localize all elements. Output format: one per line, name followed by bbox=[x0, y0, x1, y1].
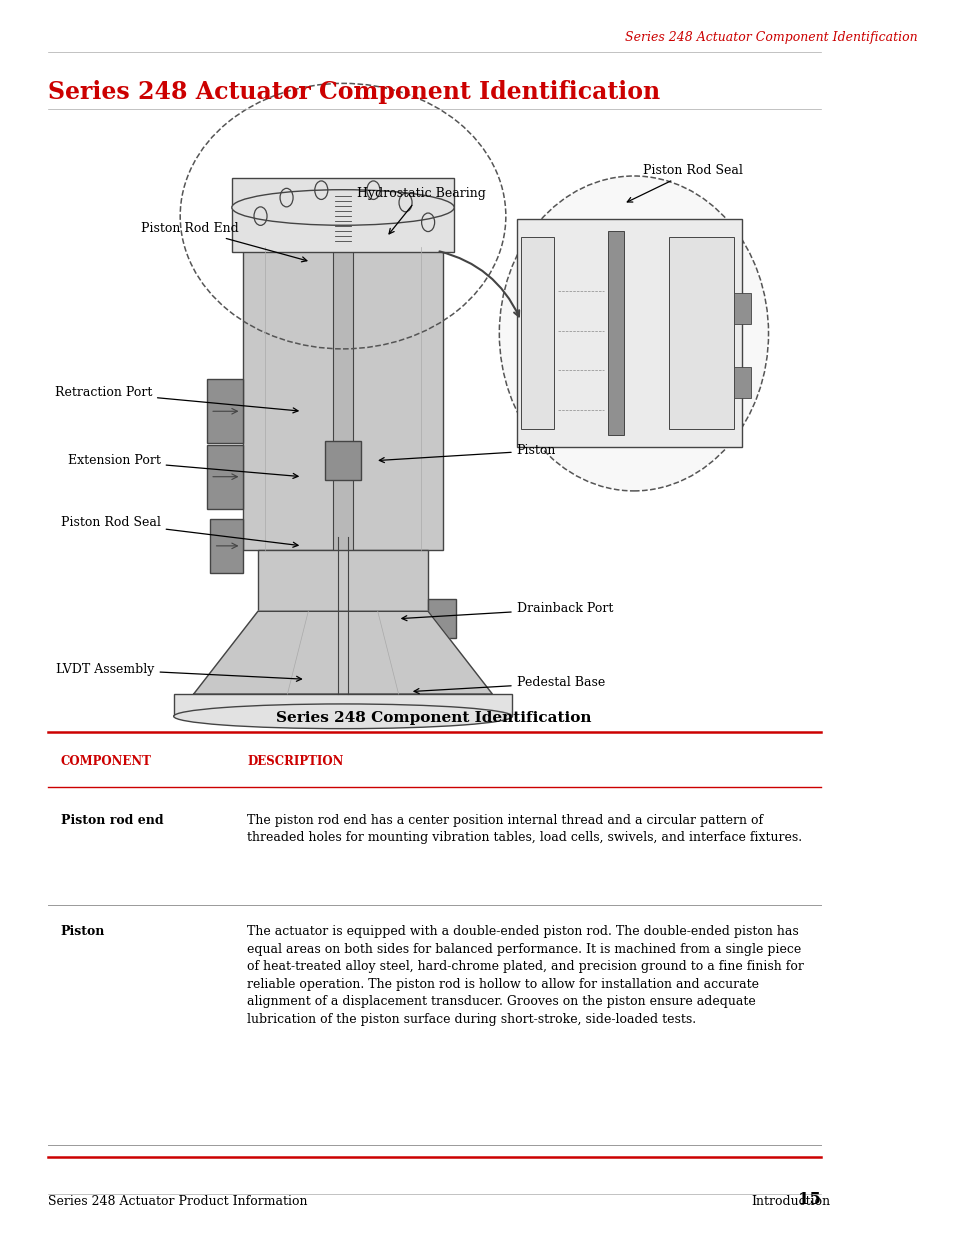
Polygon shape bbox=[193, 611, 492, 694]
Text: Series 248 Actuator Product Information: Series 248 Actuator Product Information bbox=[48, 1194, 307, 1208]
FancyBboxPatch shape bbox=[257, 550, 428, 611]
Text: Piston rod end: Piston rod end bbox=[61, 814, 163, 827]
Text: Series 248 Actuator Component Identification: Series 248 Actuator Component Identifica… bbox=[624, 31, 917, 44]
FancyBboxPatch shape bbox=[607, 231, 623, 435]
Ellipse shape bbox=[232, 190, 454, 225]
Text: Piston: Piston bbox=[379, 445, 556, 463]
Text: Retraction Port: Retraction Port bbox=[54, 387, 297, 412]
Text: The piston rod end has a center position internal thread and a circular pattern : The piston rod end has a center position… bbox=[247, 814, 801, 845]
FancyBboxPatch shape bbox=[207, 445, 243, 509]
Text: Introduction: Introduction bbox=[750, 1194, 829, 1208]
Text: The actuator is equipped with a double-ended piston rod. The double-ended piston: The actuator is equipped with a double-e… bbox=[247, 925, 803, 1025]
FancyBboxPatch shape bbox=[733, 293, 750, 324]
Text: COMPONENT: COMPONENT bbox=[61, 756, 152, 768]
Text: Piston: Piston bbox=[61, 925, 105, 939]
Text: DESCRIPTION: DESCRIPTION bbox=[247, 756, 343, 768]
FancyBboxPatch shape bbox=[324, 441, 361, 480]
FancyBboxPatch shape bbox=[334, 179, 353, 673]
FancyBboxPatch shape bbox=[517, 219, 741, 447]
FancyBboxPatch shape bbox=[232, 178, 454, 252]
FancyBboxPatch shape bbox=[668, 237, 733, 429]
FancyBboxPatch shape bbox=[243, 247, 442, 550]
FancyBboxPatch shape bbox=[173, 694, 512, 716]
Text: Piston Rod End: Piston Rod End bbox=[141, 222, 307, 262]
Text: Piston Rod Seal: Piston Rod Seal bbox=[61, 516, 297, 547]
Text: LVDT Assembly: LVDT Assembly bbox=[56, 663, 301, 682]
FancyBboxPatch shape bbox=[428, 599, 456, 638]
Text: Hydrostatic Bearing: Hydrostatic Bearing bbox=[356, 188, 485, 233]
FancyBboxPatch shape bbox=[207, 379, 243, 443]
Text: 15: 15 bbox=[797, 1191, 820, 1208]
FancyBboxPatch shape bbox=[520, 237, 554, 429]
Text: Drainback Port: Drainback Port bbox=[401, 603, 613, 621]
Text: Piston Rod Seal: Piston Rod Seal bbox=[627, 164, 741, 203]
FancyBboxPatch shape bbox=[733, 367, 750, 398]
Ellipse shape bbox=[498, 175, 768, 492]
Ellipse shape bbox=[173, 704, 512, 729]
Text: Extension Port: Extension Port bbox=[68, 454, 297, 478]
FancyBboxPatch shape bbox=[210, 519, 243, 573]
Text: Series 248 Component Identification: Series 248 Component Identification bbox=[276, 711, 591, 725]
Text: Pedestal Base: Pedestal Base bbox=[414, 677, 604, 694]
Text: Series 248 Actuator Component Identification: Series 248 Actuator Component Identifica… bbox=[48, 80, 659, 104]
